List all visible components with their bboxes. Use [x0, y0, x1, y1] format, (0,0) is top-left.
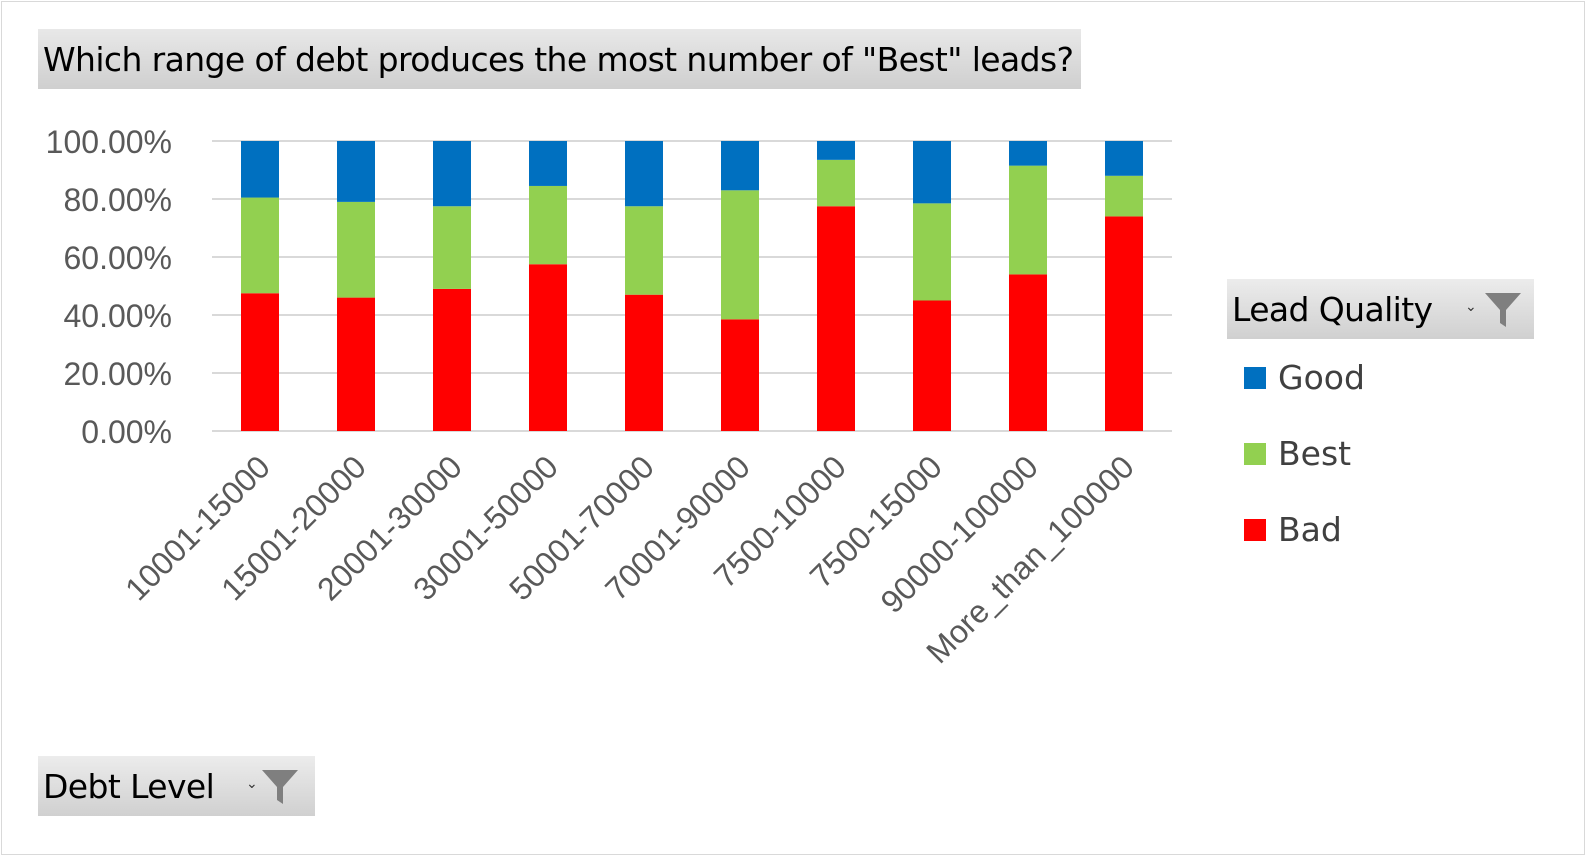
bar-best	[817, 159, 855, 207]
bar-best	[337, 201, 375, 298]
bar-good	[817, 141, 855, 160]
bar-good	[433, 141, 471, 207]
bar-good	[721, 141, 759, 191]
dropdown-arrow-icon[interactable]: ⌄	[1465, 299, 1477, 315]
bar-bad	[721, 319, 759, 431]
y-tick-label: 0.00%	[81, 414, 172, 450]
legend-label: Best	[1278, 434, 1352, 473]
lead-quality-field-button[interactable]: Lead Quality ⌄	[1227, 279, 1534, 339]
y-tick-label: 40.00%	[63, 298, 172, 334]
bar-best	[1105, 175, 1143, 217]
bar-bad	[625, 294, 663, 431]
chart-title-text: Which range of debt produces the most nu…	[43, 39, 1074, 79]
dropdown-arrow-icon[interactable]: ⌄	[246, 776, 258, 792]
legend-swatch	[1244, 518, 1266, 541]
y-tick-label: 60.00%	[63, 240, 172, 276]
filter-icon[interactable]	[260, 767, 300, 807]
legend-label: Bad	[1278, 510, 1342, 549]
bar-bad	[529, 264, 567, 431]
bar-best	[433, 206, 471, 289]
bar-bad	[433, 288, 471, 431]
bar-bad	[1009, 274, 1047, 431]
legend-item-good[interactable]: Good	[1244, 358, 1365, 397]
bar-good	[1009, 141, 1047, 166]
bar-good	[1105, 141, 1143, 176]
y-tick-label: 100.00%	[46, 124, 172, 160]
lead-quality-label: Lead Quality	[1232, 289, 1433, 329]
legend-swatch	[1244, 442, 1266, 465]
bar-bad	[241, 293, 279, 431]
debt-level-label: Debt Level	[43, 766, 215, 806]
bar-bad	[337, 297, 375, 431]
bar-good	[241, 141, 279, 198]
bar-good	[625, 141, 663, 207]
legend-item-bad[interactable]: Bad	[1244, 510, 1342, 549]
filter-icon[interactable]	[1483, 290, 1523, 330]
bar-best	[1009, 165, 1047, 275]
y-tick-label: 20.00%	[63, 356, 172, 392]
bar-bad	[817, 206, 855, 431]
bar-best	[625, 206, 663, 295]
legend-label: Good	[1278, 358, 1365, 397]
bar-good	[913, 141, 951, 204]
bar-best	[529, 185, 567, 265]
legend-item-best[interactable]: Best	[1244, 434, 1351, 473]
bar-bad	[1105, 216, 1143, 431]
bar-good	[337, 141, 375, 202]
debt-level-field-button[interactable]: Debt Level ⌄	[38, 756, 315, 816]
bar-good	[529, 141, 567, 186]
legend-swatch	[1244, 366, 1266, 389]
y-tick-label: 80.00%	[63, 182, 172, 218]
bar-best	[721, 190, 759, 320]
bar-best	[241, 197, 279, 294]
bar-best	[913, 203, 951, 301]
chart-title[interactable]: Which range of debt produces the most nu…	[38, 29, 1082, 89]
bar-bad	[913, 300, 951, 431]
